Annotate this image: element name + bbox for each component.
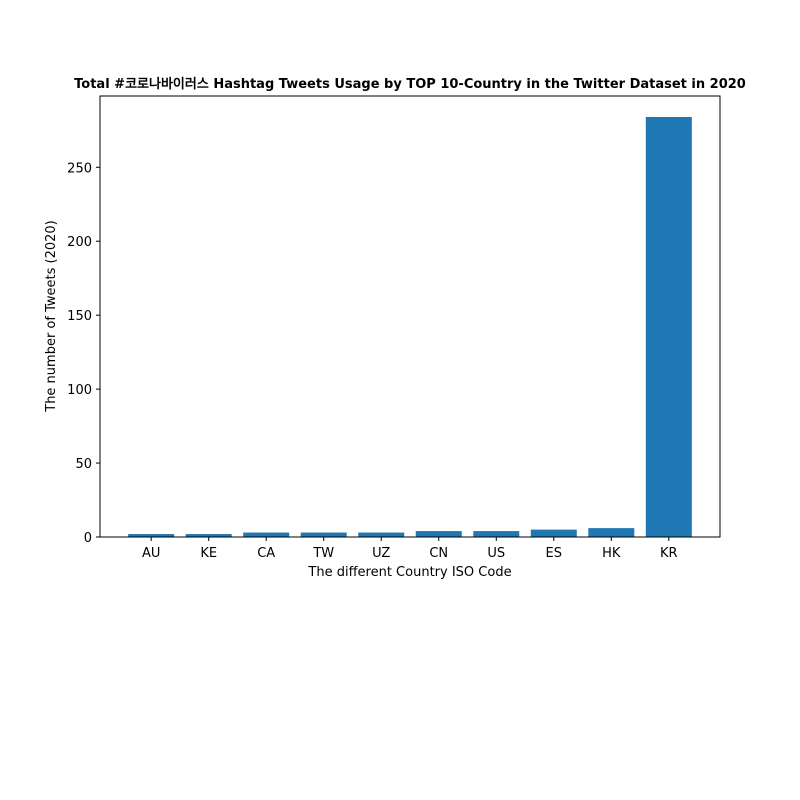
x-tick-label: HK: [602, 546, 621, 561]
bar-kr: [645, 117, 692, 537]
x-tick-label: CN: [429, 546, 448, 561]
y-tick-label: 150: [67, 309, 92, 324]
x-tick-label: US: [487, 546, 505, 561]
bar-uz: [358, 532, 405, 537]
y-tick-label: 200: [67, 235, 92, 250]
bar-es: [530, 529, 577, 537]
x-tick-label: CA: [257, 546, 275, 561]
bar-ca: [243, 532, 290, 537]
bar-hk: [588, 528, 635, 537]
y-tick-label: 100: [67, 383, 92, 398]
x-tick-label: UZ: [372, 546, 390, 561]
bar-au: [128, 534, 175, 537]
x-axis-label: The different Country ISO Code: [307, 565, 511, 580]
y-tick-label: 250: [67, 161, 92, 176]
x-tick-label: AU: [142, 546, 160, 561]
y-tick-label: 0: [84, 531, 92, 546]
x-tick-label: TW: [312, 546, 334, 561]
x-tick-label: KR: [660, 546, 678, 561]
bar-cn: [415, 531, 462, 537]
bars-layer: [128, 117, 692, 537]
y-tick-label: 50: [75, 457, 92, 472]
y-axis-label: The number of Tweets (2020): [44, 220, 59, 413]
y-axis: 0 50 100 150 200 250: [67, 161, 100, 546]
bar-tw: [300, 532, 347, 537]
x-axis: AU KE CA TW UZ CN US ES HK KR: [142, 537, 678, 561]
x-tick-label: KE: [200, 546, 217, 561]
plot-frame: [99, 95, 721, 538]
bar-us: [473, 531, 520, 537]
chart-title: Total #코로나바이러스 Hashtag Tweets Usage by T…: [74, 76, 746, 92]
x-tick-label: ES: [546, 546, 562, 561]
bar-ke: [185, 534, 232, 537]
